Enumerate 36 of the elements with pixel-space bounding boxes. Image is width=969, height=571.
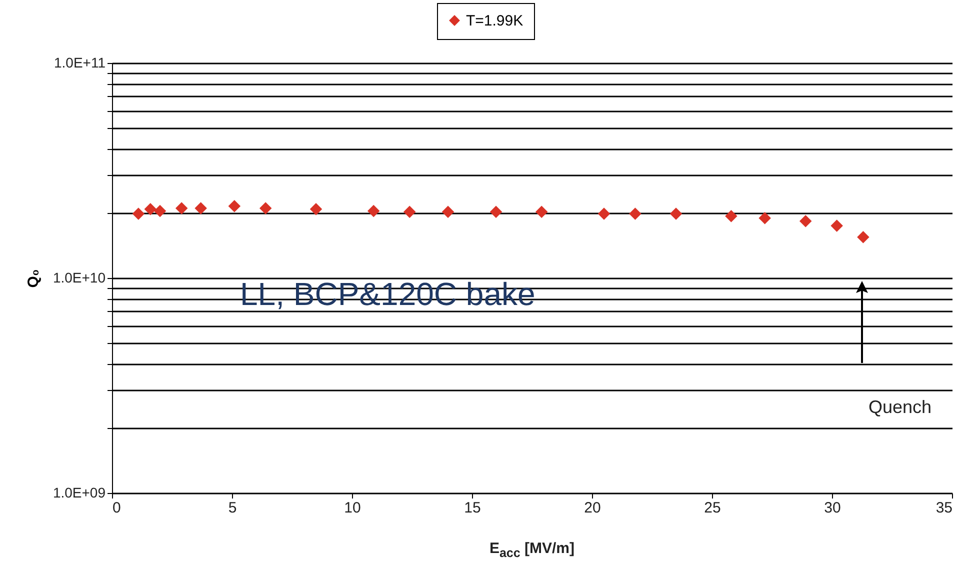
x-tick-label: 30 (824, 500, 841, 516)
point (535, 206, 548, 218)
y-axis-title: Q₀ (24, 269, 42, 288)
point (367, 204, 380, 218)
y-tick-label: 1.0E+11 (54, 54, 106, 70)
point (154, 204, 166, 218)
x-tick-label: 0 (112, 500, 121, 516)
legend-label: T=1.99K (466, 12, 524, 30)
point (598, 208, 610, 220)
x-axis-title: E$_{acc}$ [MV/m] (488, 540, 576, 560)
y-tick-label: 1.0E+09 (52, 484, 106, 500)
point (144, 203, 157, 216)
point (758, 212, 771, 224)
annotation: Quench (868, 397, 932, 417)
point (725, 210, 738, 222)
x-tick-label: 35 (936, 500, 952, 516)
point (799, 214, 812, 228)
point (830, 220, 843, 232)
point (175, 202, 188, 214)
point (259, 202, 272, 214)
point (228, 200, 241, 212)
point (310, 203, 322, 216)
x-tick-label: 25 (704, 500, 721, 516)
x-tick-label: 15 (464, 500, 481, 516)
point (194, 202, 207, 214)
point (403, 206, 416, 218)
point (629, 208, 642, 220)
point (857, 230, 870, 244)
x-tick-label: 10 (344, 500, 361, 516)
x-tick-label: 20 (584, 500, 601, 516)
y-tick-label: 1.0E+10 (52, 270, 106, 286)
point (132, 208, 145, 220)
x-tick-label: 5 (228, 500, 237, 516)
point (670, 208, 682, 220)
point (442, 206, 454, 218)
point (490, 206, 502, 218)
